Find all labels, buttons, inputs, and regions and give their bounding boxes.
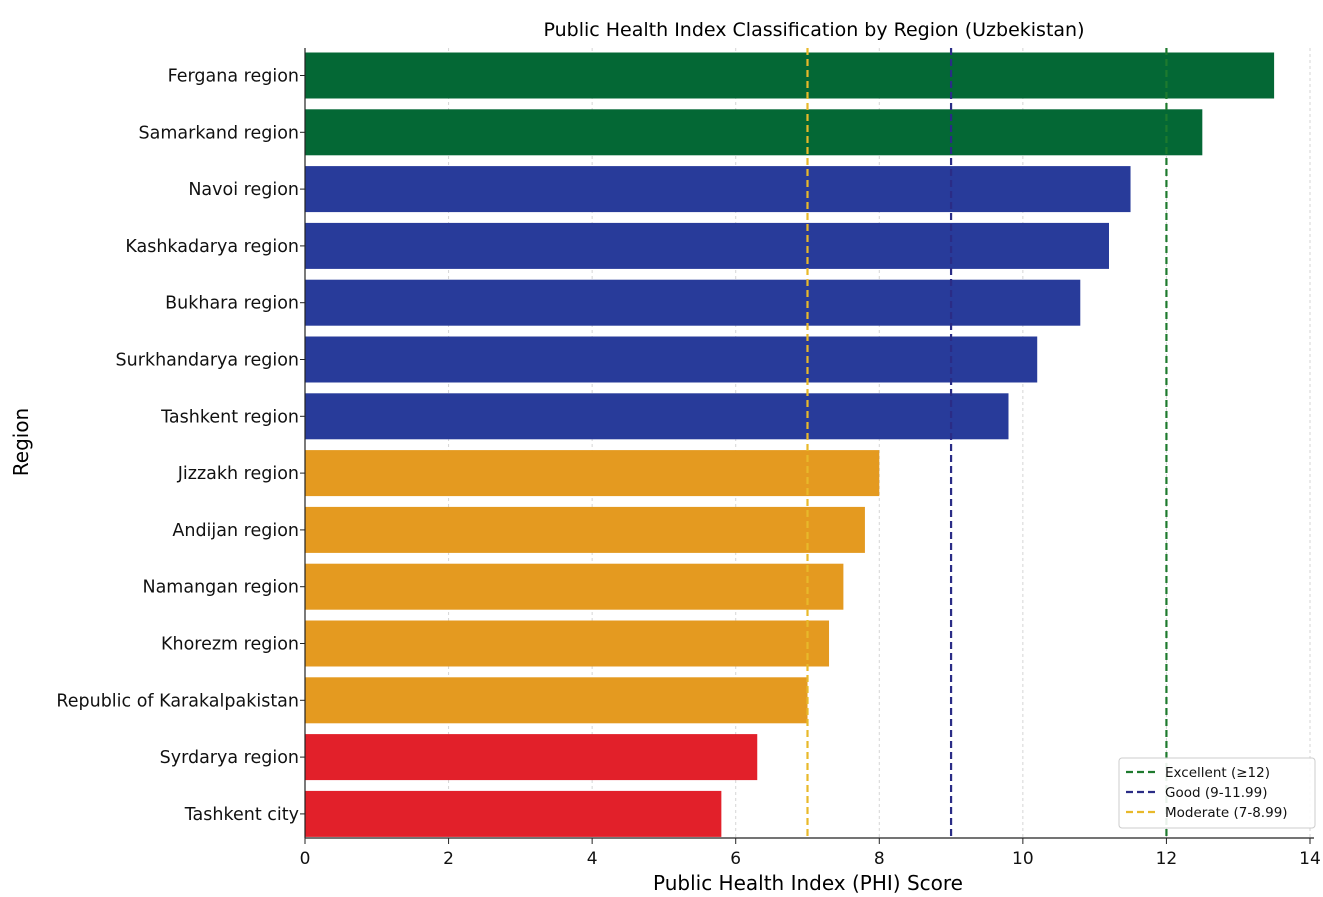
bar — [305, 52, 1275, 99]
category-label: Tashkent city — [184, 805, 299, 825]
category-label: Samarkand region — [139, 123, 299, 143]
x-tick-label: 10 — [1012, 849, 1034, 869]
bar — [305, 563, 844, 610]
category-label: Jizzakh region — [177, 464, 299, 484]
bar — [305, 279, 1081, 326]
bar — [305, 620, 830, 667]
x-tick-label: 6 — [730, 849, 741, 869]
bar — [305, 790, 722, 837]
bar — [305, 109, 1203, 156]
axes — [300, 48, 1314, 844]
x-tick-label: 8 — [874, 849, 885, 869]
category-labels: Fergana region Samarkand region Navoi regi… — [56, 67, 299, 825]
category-label: Surkhandarya region — [116, 351, 299, 371]
category-label: Bukhara region — [165, 294, 299, 314]
legend-label: Moderate (7-8.99) — [1165, 805, 1288, 821]
bars — [305, 52, 1275, 837]
bar — [305, 677, 808, 724]
bar — [305, 506, 865, 553]
legend-box — [1118, 757, 1316, 829]
bar — [305, 166, 1131, 213]
category-label: Khorezm region — [161, 635, 299, 655]
bar — [305, 450, 880, 497]
x-tick-label: 4 — [587, 849, 598, 869]
bar — [305, 393, 1009, 440]
x-axis-title: Public Health Index (PHI) Score — [653, 871, 963, 895]
x-tick-label: 12 — [1156, 849, 1178, 869]
x-tick-labels: 0 2 4 6 8 10 12 14 — [300, 849, 1321, 869]
category-label: Namangan region — [142, 578, 299, 598]
x-tick-label: 2 — [443, 849, 454, 869]
x-tick-label: 14 — [1299, 849, 1321, 869]
y-axis-title: Region — [9, 408, 33, 476]
legend-label: Excellent (≥12) — [1165, 765, 1270, 781]
category-label: Syrdarya region — [160, 748, 299, 768]
category-label: Kashkadarya region — [125, 237, 299, 257]
bar — [305, 734, 758, 781]
category-label: Fergana region — [168, 67, 299, 87]
chart-title: Public Health Index Classification by Re… — [544, 19, 1085, 41]
category-label: Navoi region — [188, 180, 299, 200]
bar — [305, 222, 1109, 269]
category-label: Republic of Karakalpakistan — [56, 691, 299, 711]
bar — [305, 336, 1038, 383]
category-label: Andijan region — [172, 521, 299, 541]
legend: Excellent (≥12) Good (9-11.99) Moderate (7… — [1118, 757, 1316, 829]
legend-label: Good (9-11.99) — [1165, 785, 1267, 801]
x-tick-label: 0 — [300, 849, 311, 869]
category-label: Tashkent region — [160, 407, 299, 427]
